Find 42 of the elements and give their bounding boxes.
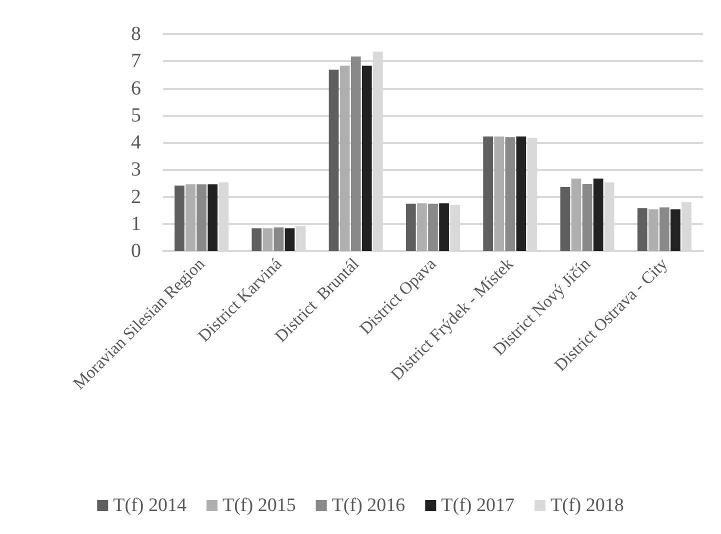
bar xyxy=(174,186,184,251)
bar xyxy=(196,184,206,251)
y-tick-label: 8 xyxy=(131,23,141,45)
bar xyxy=(648,209,658,251)
bar xyxy=(186,184,196,251)
bar xyxy=(262,228,273,251)
y-tick-label: 5 xyxy=(131,104,141,126)
bar xyxy=(428,204,438,251)
bar xyxy=(483,136,493,251)
y-tick-label: 1 xyxy=(131,212,141,235)
bar xyxy=(593,178,604,251)
bar xyxy=(328,70,339,251)
legend-label: T(f) 2014 xyxy=(113,495,187,516)
y-tick-label: 6 xyxy=(131,77,141,100)
bar xyxy=(274,227,284,251)
legend-label: T(f) 2018 xyxy=(550,495,624,516)
bar xyxy=(560,186,570,251)
legend-label: T(f) 2016 xyxy=(332,495,406,516)
y-tick-label: 0 xyxy=(131,240,141,262)
bar xyxy=(637,208,648,251)
legend-label: T(f) 2015 xyxy=(222,495,296,516)
bar xyxy=(439,203,449,251)
bar xyxy=(516,136,526,251)
legend-label: T(f) 2017 xyxy=(441,495,515,516)
bar xyxy=(494,136,504,251)
bar xyxy=(571,178,582,251)
y-tick-label: 2 xyxy=(131,186,141,208)
bar xyxy=(505,137,516,251)
bar xyxy=(252,228,262,251)
bar xyxy=(582,184,592,251)
bar xyxy=(284,228,295,251)
bar xyxy=(350,56,361,251)
bar xyxy=(208,184,218,251)
bar xyxy=(417,203,427,251)
y-tick-label: 3 xyxy=(131,158,141,181)
y-tick-label: 7 xyxy=(131,50,141,72)
bar xyxy=(340,66,350,251)
bar xyxy=(660,207,670,251)
bar xyxy=(406,204,416,251)
y-tick-label: 4 xyxy=(131,132,141,154)
bar xyxy=(362,66,372,251)
bar xyxy=(670,209,680,251)
